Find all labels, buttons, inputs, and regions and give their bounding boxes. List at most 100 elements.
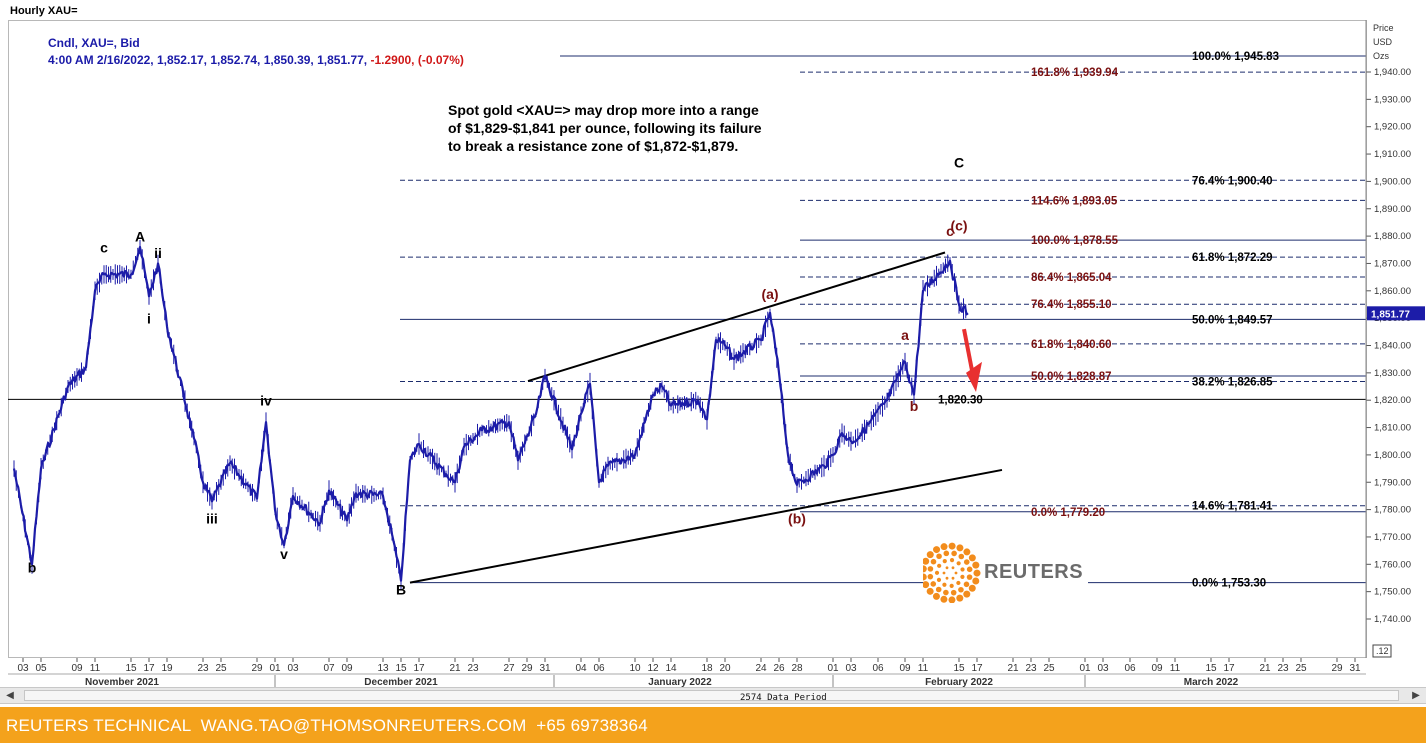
fib-ext-label: 0.0% 1,779.20 (1031, 507, 1105, 519)
price-axis-label-currency: USD (1373, 37, 1393, 47)
x-tick-label: 14 (665, 663, 677, 674)
down-arrow-shaft (962, 328, 975, 376)
x-tick-label: 23 (1277, 663, 1289, 674)
logo-dot (933, 546, 941, 554)
y-tick-label: 1,740.00 (1374, 614, 1411, 625)
x-tick-label: 11 (1170, 663, 1181, 674)
logo-dot (926, 587, 934, 595)
fib-level-label: 100.0% 1,945.83 (1192, 51, 1279, 63)
x-tick-label: 03 (845, 663, 857, 674)
logo-dot (926, 551, 934, 559)
logo-dot (950, 589, 957, 596)
wave-label: B (396, 581, 406, 597)
logo-dot (963, 581, 970, 588)
logo-dot (943, 550, 950, 557)
y-tick-label: 1,760.00 (1374, 559, 1411, 570)
horizontal-scrollbar[interactable]: ◀ 2574 Data Period ▶ (0, 687, 1426, 704)
x-tick-label: 01 (1079, 663, 1091, 674)
x-tick-label: 09 (341, 663, 353, 674)
lower-trendline (409, 468, 1003, 584)
logo-dot (937, 563, 942, 568)
fib-ext-label: 114.6% 1,893.05 (1031, 195, 1118, 207)
y-tick-label: 1,940.00 (1374, 67, 1411, 78)
scroll-right-arrow-icon[interactable]: ▶ (1412, 690, 1420, 701)
x-tick-label: 20 (719, 663, 731, 674)
x-tick-label: 17 (1223, 663, 1235, 674)
chart-canvas[interactable]: 100.0% 1,945.83 76.4% 1,900.40 61.8% 1,872… (0, 0, 1426, 690)
logo-dot (972, 561, 980, 569)
logo-dot (919, 565, 927, 573)
logo-dot (963, 548, 971, 556)
x-tick-label: 09 (71, 663, 83, 674)
x-tick-label: 25 (1043, 663, 1055, 674)
y-tick-label: 1,800.00 (1374, 450, 1411, 461)
logo-dot (972, 577, 980, 585)
fib-ext-label: 50.0% 1,828.87 (1031, 371, 1112, 383)
logo-dot (966, 566, 973, 573)
x-tick-label: 11 (90, 663, 101, 674)
x-tick-label: 06 (1124, 663, 1136, 674)
price-series (12, 245, 969, 582)
x-tick-label: 15 (953, 663, 965, 674)
x-tick-label: 09 (899, 663, 911, 674)
x-month-label: January 2022 (648, 677, 712, 688)
y-tick-label: 1,890.00 (1374, 204, 1411, 215)
scroll-thumb[interactable]: 2574 Data Period (24, 690, 1399, 703)
fib-level-label: 38.2% 1,826.85 (1192, 376, 1273, 388)
wave-label: (b) (788, 510, 806, 526)
x-tick-label: 01 (827, 663, 839, 674)
logo-dot (936, 577, 942, 582)
fib-level-label: 50.0% 1,849.57 (1192, 314, 1273, 326)
analysis-note: Spot gold <XAU=> may drop more into a ra… (448, 101, 762, 155)
fib-ext-label: 100.0% 1,878.55 (1031, 235, 1119, 247)
x-tick-label: 17 (143, 663, 155, 674)
y-tick-label: 1,750.00 (1374, 587, 1411, 598)
reuters-dot-mark-icon (919, 542, 981, 604)
y-tick-label: 1,780.00 (1374, 505, 1411, 516)
scroll-left-arrow-icon[interactable]: ◀ (6, 690, 14, 701)
x-month-label: February 2022 (925, 677, 993, 688)
logo-dot (954, 571, 958, 575)
logo-dot (948, 542, 956, 550)
logo-dot (935, 586, 942, 593)
logo-dot (968, 584, 976, 592)
x-tick-label: 29 (521, 663, 533, 674)
logo-dot (956, 580, 961, 586)
down-arrow-head-icon (966, 361, 982, 392)
logo-dot (951, 576, 955, 580)
fib-ext-label: 76.4% 1,855.10 (1031, 299, 1112, 311)
y-tick-label: 1,920.00 (1374, 122, 1411, 133)
logo-dot (948, 596, 956, 604)
y-tick-label: 1,830.00 (1374, 368, 1411, 379)
x-tick-label: 17 (971, 663, 983, 674)
wave-label: (a) (761, 286, 778, 302)
logo-dot (945, 566, 949, 570)
window-title: Hourly XAU= (10, 5, 78, 17)
footer-contact: REUTERS TECHNICAL WANG.TAO@THOMSONREUTER… (6, 716, 648, 735)
x-tick-label: 23 (467, 663, 479, 674)
x-tick-label: 18 (701, 663, 713, 674)
wave-label: b (910, 398, 919, 414)
y-tick-label: 1,840.00 (1374, 341, 1411, 352)
support-label: 1,820.30 (938, 394, 983, 406)
logo-dot (949, 558, 955, 563)
wave-label: ii (154, 245, 162, 261)
y-tick-label: 1,810.00 (1374, 423, 1411, 434)
logo-dot (927, 573, 934, 580)
logo-dot (951, 550, 957, 557)
fib-level-label: 0.0% 1,753.30 (1192, 578, 1266, 590)
x-tick-label: 23 (197, 663, 209, 674)
wave-label: a (901, 327, 909, 343)
reuters-wordmark: REUTERS (984, 561, 1084, 583)
x-tick-label: 31 (539, 663, 551, 674)
fib-level-label: 61.8% 1,872.29 (1192, 252, 1273, 264)
x-tick-label: 09 (1151, 663, 1163, 674)
x-tick-label: 06 (593, 663, 605, 674)
x-month-label: March 2022 (1184, 677, 1239, 688)
logo-dot (958, 586, 964, 593)
fib-level-label: 76.4% 1,900.40 (1192, 175, 1273, 187)
x-tick-label: 21 (449, 663, 461, 674)
logo-dot (927, 566, 934, 572)
x-tick-label: 29 (1331, 663, 1343, 674)
current-price-tag (1367, 306, 1425, 321)
